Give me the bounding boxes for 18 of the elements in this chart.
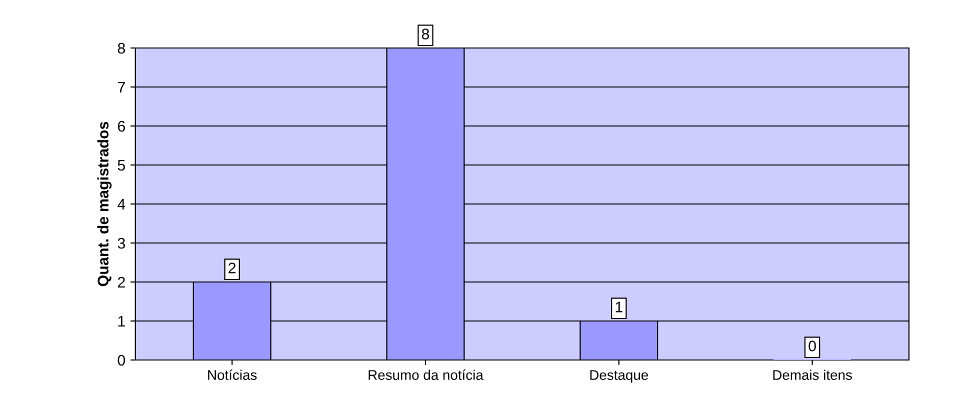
y-tick-label: 8: [118, 42, 125, 54]
x-tick-label: Resumo da notícia: [368, 370, 484, 380]
y-tick-label: 6: [118, 120, 125, 132]
data-label: 0: [808, 340, 816, 352]
data-label: 2: [228, 262, 236, 274]
y-tick-label: 7: [118, 82, 125, 93]
y-tick-label: 3: [118, 238, 125, 249]
y-tick-label: 1: [118, 316, 125, 327]
x-tick-label: Demais itens: [773, 370, 852, 380]
x-tick-label: Notícias: [208, 370, 257, 380]
x-tick-label: Destaque: [590, 370, 648, 383]
data-label: 8: [422, 28, 430, 40]
y-tick-label: 4: [118, 199, 126, 210]
y-tick-label: 0: [118, 354, 126, 366]
y-tick-label: 5: [118, 160, 126, 171]
data-label: 1: [616, 302, 622, 312]
y-tick-label: 2: [118, 276, 125, 288]
y-axis-title: Quant. de magistrados: [97, 122, 112, 286]
